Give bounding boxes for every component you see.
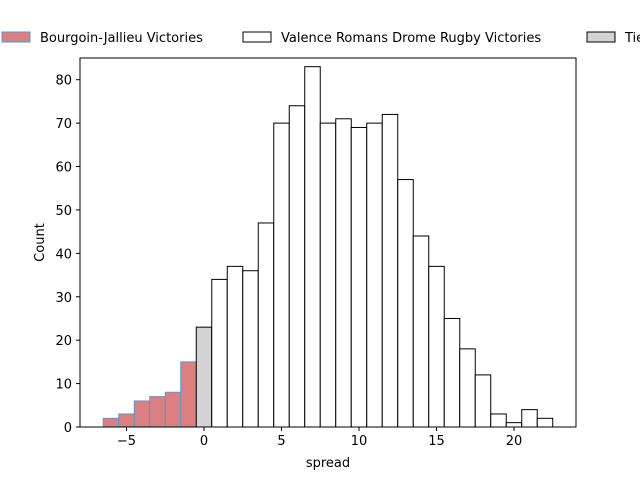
bar xyxy=(475,375,491,427)
y-axis-label: Count xyxy=(33,223,48,262)
bar xyxy=(413,236,429,427)
legend-swatch xyxy=(243,32,271,42)
bar xyxy=(336,119,352,427)
x-tick-label: 15 xyxy=(428,434,445,449)
bar xyxy=(150,397,166,427)
x-tick-label: 20 xyxy=(506,434,523,449)
bar xyxy=(537,418,553,427)
bar xyxy=(258,223,274,427)
bar xyxy=(382,114,398,427)
x-tick-label: 0 xyxy=(200,434,208,449)
y-tick-label: 70 xyxy=(55,117,72,132)
bar xyxy=(181,362,197,427)
bar xyxy=(506,423,522,427)
bar xyxy=(227,266,243,427)
x-tick-label: 5 xyxy=(277,434,285,449)
legend: Bourgoin-Jallieu Victories Valence Romans… xyxy=(2,31,640,46)
y-tick-label: 20 xyxy=(55,334,72,349)
legend-swatch xyxy=(2,32,30,42)
legend-label: Ties xyxy=(624,31,640,46)
legend-label: Bourgoin-Jallieu Victories xyxy=(40,31,203,46)
x-axis: −5 0 5 10 15 20 xyxy=(117,427,522,449)
bar xyxy=(398,180,414,427)
bar xyxy=(444,318,460,427)
bar xyxy=(522,410,538,427)
y-tick-label: 0 xyxy=(64,421,72,436)
x-axis-label: spread xyxy=(306,456,350,471)
legend-swatch xyxy=(587,32,615,42)
bar xyxy=(134,401,150,427)
bar xyxy=(460,349,476,427)
bar xyxy=(103,418,119,427)
bar xyxy=(243,271,259,427)
bars-group xyxy=(103,67,553,427)
y-tick-label: 50 xyxy=(55,204,72,219)
bar xyxy=(289,106,305,427)
x-tick-label: −5 xyxy=(117,434,136,449)
bar xyxy=(320,123,336,427)
x-tick-label: 10 xyxy=(351,434,368,449)
bar xyxy=(367,123,383,427)
bar xyxy=(429,266,445,427)
bar xyxy=(305,67,321,427)
legend-label: Valence Romans Drome Rugby Victories xyxy=(281,31,541,46)
bar xyxy=(212,279,228,427)
bar xyxy=(165,392,181,427)
bar xyxy=(196,327,212,427)
y-tick-label: 80 xyxy=(55,74,72,89)
y-tick-label: 60 xyxy=(55,161,72,176)
bar xyxy=(274,123,290,427)
y-tick-label: 10 xyxy=(55,378,72,393)
y-axis: 0 10 20 30 40 50 60 70 80 xyxy=(55,74,80,436)
bar xyxy=(119,414,135,427)
bar xyxy=(351,127,367,427)
bar xyxy=(491,414,507,427)
y-tick-label: 30 xyxy=(55,291,72,306)
y-tick-label: 40 xyxy=(55,247,72,262)
